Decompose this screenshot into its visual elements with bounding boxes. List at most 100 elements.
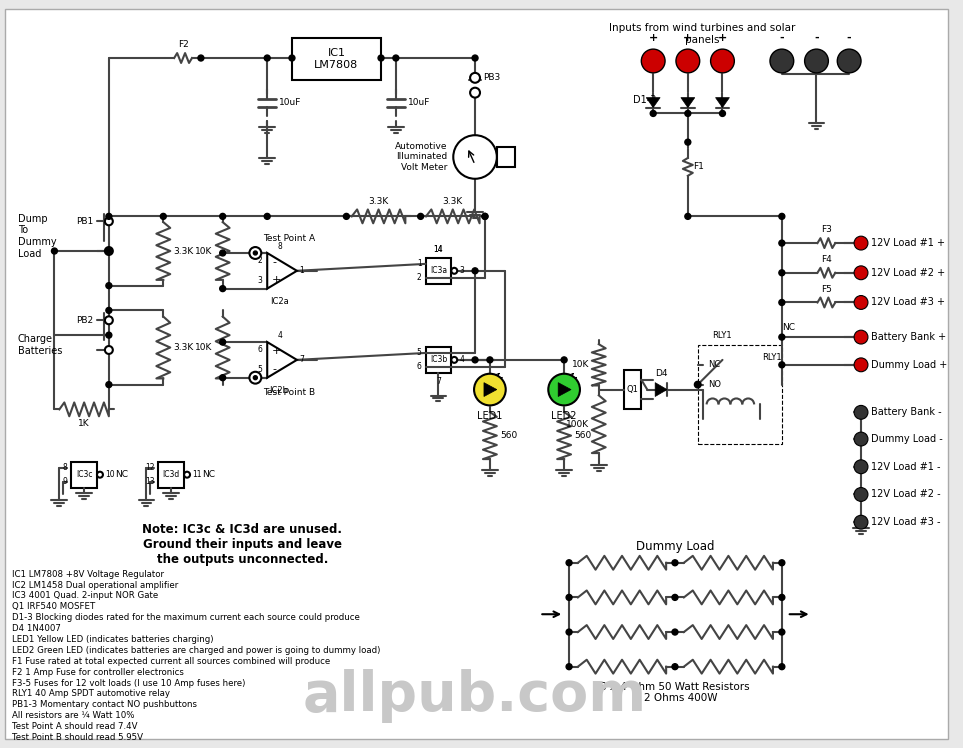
Circle shape bbox=[105, 247, 113, 255]
Circle shape bbox=[470, 73, 480, 83]
Circle shape bbox=[779, 595, 785, 601]
Text: 10K: 10K bbox=[571, 361, 588, 370]
Text: RLY1: RLY1 bbox=[763, 353, 782, 362]
Polygon shape bbox=[655, 383, 667, 396]
Text: IC2a: IC2a bbox=[270, 296, 289, 305]
Text: 11: 11 bbox=[192, 470, 201, 479]
Circle shape bbox=[220, 375, 225, 381]
Text: 10K: 10K bbox=[195, 247, 213, 256]
Text: 12: 12 bbox=[144, 463, 154, 472]
Text: Automotive
Illuminated
Volt Meter: Automotive Illuminated Volt Meter bbox=[395, 142, 448, 172]
Polygon shape bbox=[484, 383, 497, 396]
Circle shape bbox=[51, 248, 58, 254]
Text: 3: 3 bbox=[257, 276, 262, 285]
Text: PB1-3 Momentary contact NO pushbuttons: PB1-3 Momentary contact NO pushbuttons bbox=[12, 700, 196, 709]
Text: Test Point B should read 5.95V: Test Point B should read 5.95V bbox=[12, 733, 143, 742]
Circle shape bbox=[779, 560, 785, 565]
Text: NC: NC bbox=[708, 361, 720, 370]
Circle shape bbox=[858, 409, 864, 415]
Text: 1: 1 bbox=[417, 260, 422, 269]
Circle shape bbox=[685, 111, 690, 117]
Circle shape bbox=[253, 375, 257, 380]
Circle shape bbox=[378, 55, 384, 61]
Bar bbox=[426, 258, 452, 283]
Text: Test Point B: Test Point B bbox=[263, 387, 315, 396]
Text: Inputs from wind turbines and solar
panels: Inputs from wind turbines and solar pane… bbox=[610, 23, 795, 45]
Bar bbox=[623, 370, 641, 409]
Circle shape bbox=[105, 316, 113, 324]
Text: 12V Load #3 -: 12V Load #3 - bbox=[871, 517, 941, 527]
Text: 1K: 1K bbox=[78, 420, 90, 429]
Polygon shape bbox=[646, 97, 660, 108]
Text: 10: 10 bbox=[105, 470, 115, 479]
Text: NC: NC bbox=[782, 322, 794, 331]
Text: Battery Bank +: Battery Bank + bbox=[871, 332, 946, 342]
Text: 3.3K: 3.3K bbox=[442, 197, 462, 206]
Text: -: - bbox=[846, 33, 851, 43]
Circle shape bbox=[97, 472, 103, 478]
Text: 12V Load #2 -: 12V Load #2 - bbox=[871, 489, 941, 500]
Circle shape bbox=[854, 266, 868, 280]
Bar bbox=[292, 38, 381, 80]
Text: Battery Bank -: Battery Bank - bbox=[871, 408, 942, 417]
Text: IC1
LM7808: IC1 LM7808 bbox=[314, 48, 358, 70]
Circle shape bbox=[418, 213, 424, 219]
Circle shape bbox=[220, 339, 225, 345]
Text: 560: 560 bbox=[500, 431, 517, 440]
Circle shape bbox=[779, 362, 785, 368]
Circle shape bbox=[858, 519, 864, 525]
Text: Test Point A: Test Point A bbox=[263, 234, 315, 243]
Text: 3.3K: 3.3K bbox=[368, 197, 388, 206]
Circle shape bbox=[220, 250, 225, 256]
Text: allpub.com: allpub.com bbox=[303, 669, 647, 723]
Text: -: - bbox=[273, 257, 276, 267]
Circle shape bbox=[685, 213, 690, 219]
Circle shape bbox=[566, 629, 572, 635]
Circle shape bbox=[106, 332, 112, 338]
Circle shape bbox=[837, 49, 861, 73]
Text: 8: 8 bbox=[63, 463, 67, 472]
Circle shape bbox=[184, 472, 190, 478]
Text: 10uF: 10uF bbox=[279, 98, 301, 107]
Circle shape bbox=[566, 663, 572, 669]
Text: LED2 Green LED (indicates batteries are charged and power is going to dummy load: LED2 Green LED (indicates batteries are … bbox=[12, 646, 380, 655]
Text: IC3b: IC3b bbox=[429, 355, 447, 364]
Circle shape bbox=[472, 268, 478, 274]
Circle shape bbox=[548, 374, 580, 405]
Text: 560: 560 bbox=[574, 431, 591, 440]
Text: 10uF: 10uF bbox=[407, 98, 430, 107]
Circle shape bbox=[770, 49, 794, 73]
Text: +: + bbox=[273, 346, 281, 356]
Text: IC2b: IC2b bbox=[270, 386, 289, 395]
Text: 8 X 4 Ohm 50 Watt Resistors
= 2 Ohms 400W: 8 X 4 Ohm 50 Watt Resistors = 2 Ohms 400… bbox=[600, 681, 750, 703]
Circle shape bbox=[854, 358, 868, 372]
Text: Note: IC3c & IC3d are unused.
Ground their inputs and leave
the outputs unconnec: Note: IC3c & IC3d are unused. Ground the… bbox=[143, 523, 343, 566]
Circle shape bbox=[482, 213, 488, 219]
Circle shape bbox=[854, 295, 868, 310]
Circle shape bbox=[858, 464, 864, 470]
Text: PB2: PB2 bbox=[76, 316, 93, 325]
Text: F2 1 Amp Fuse for controller electronics: F2 1 Amp Fuse for controller electronics bbox=[12, 668, 184, 677]
Text: RLY1: RLY1 bbox=[713, 331, 732, 340]
Text: F1: F1 bbox=[692, 162, 704, 171]
Circle shape bbox=[779, 270, 785, 276]
Circle shape bbox=[779, 334, 785, 340]
Text: 4: 4 bbox=[459, 355, 464, 364]
Circle shape bbox=[858, 491, 864, 497]
Text: Q1: Q1 bbox=[627, 385, 638, 394]
Circle shape bbox=[641, 49, 665, 73]
Text: 12V Load #3 +: 12V Load #3 + bbox=[871, 298, 945, 307]
Circle shape bbox=[854, 330, 868, 344]
Text: 9: 9 bbox=[63, 477, 67, 486]
Circle shape bbox=[470, 88, 480, 97]
Circle shape bbox=[858, 436, 864, 442]
Text: 13: 13 bbox=[144, 477, 154, 486]
Circle shape bbox=[854, 405, 868, 420]
Text: +: + bbox=[273, 275, 281, 285]
Text: 5: 5 bbox=[417, 349, 422, 358]
Text: Dummy Load: Dummy Load bbox=[636, 540, 715, 553]
Text: Charge
Batteries: Charge Batteries bbox=[17, 334, 63, 356]
Polygon shape bbox=[716, 97, 729, 108]
Circle shape bbox=[672, 663, 678, 669]
Text: 7: 7 bbox=[436, 377, 441, 386]
